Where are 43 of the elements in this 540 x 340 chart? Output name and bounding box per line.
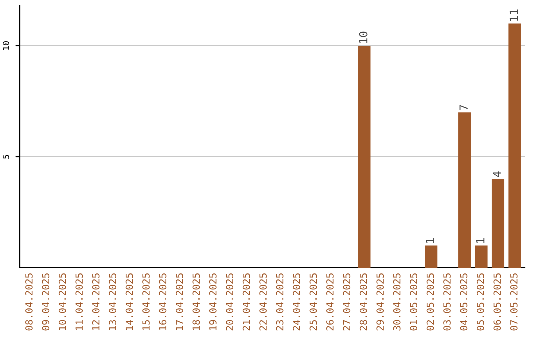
x-tick-label: 16.04.2025	[159, 274, 167, 330]
x-tick-label: 24.04.2025	[293, 274, 300, 331]
x-tick-label: 18.04.2025	[192, 274, 200, 330]
x-tick-label: 26.04.2025	[326, 274, 334, 331]
bar	[425, 246, 438, 268]
bar	[458, 112, 472, 268]
bar	[358, 46, 371, 268]
data-label: 7	[460, 105, 468, 110]
x-tick-label: 17.04.2025	[176, 274, 184, 330]
x-tick-label: 04.05.2025	[460, 274, 468, 331]
data-label: 1	[426, 238, 434, 244]
bar	[475, 246, 488, 268]
data-label: 1	[476, 238, 485, 244]
x-tick-label: 08.04.2025	[26, 274, 33, 331]
x-tick-label: 01.05.2025	[410, 274, 418, 331]
x-tick-label: 21.04.2025	[242, 274, 250, 331]
x-tick-label: 10.04.2025	[58, 274, 66, 330]
x-tick-label: 13.04.2025	[109, 274, 116, 330]
x-tick-label: 15.04.2025	[142, 274, 150, 330]
x-tick-label: 02.05.2025	[426, 274, 434, 331]
x-tick-label: 25.04.2025	[310, 274, 318, 331]
x-tick-label: 12.04.2025	[92, 274, 100, 330]
x-tick-label: 05.05.2025	[477, 274, 484, 331]
x-tick-label: 03.05.2025	[444, 274, 451, 331]
y-tick-label: 5	[3, 155, 10, 159]
bar	[492, 179, 505, 268]
x-tick-label: 29.04.2025	[376, 274, 384, 331]
x-tick-label: 14.04.2025	[126, 274, 134, 330]
x-tick-label: 07.05.2025	[510, 274, 518, 331]
data-label: 10	[359, 32, 368, 44]
x-tick-label: 23.04.2025	[276, 274, 284, 331]
x-tick-label: 27.04.2025	[343, 274, 351, 331]
data-label: 11	[510, 10, 518, 22]
data-label: 4	[493, 172, 502, 178]
x-tick-label: 11.04.2025	[76, 274, 84, 330]
x-tick-label: 20.04.2025	[226, 274, 234, 331]
x-tick-label: 22.04.2025	[260, 274, 267, 331]
x-tick-label: 30.04.2025	[393, 274, 401, 331]
x-tick-label: 19.04.2025	[209, 274, 217, 330]
x-tick-label: 09.04.2025	[42, 274, 50, 331]
x-tick-label: 28.04.2025	[360, 274, 368, 331]
x-tick-label: 06.05.2025	[494, 274, 502, 331]
bar	[508, 24, 522, 268]
